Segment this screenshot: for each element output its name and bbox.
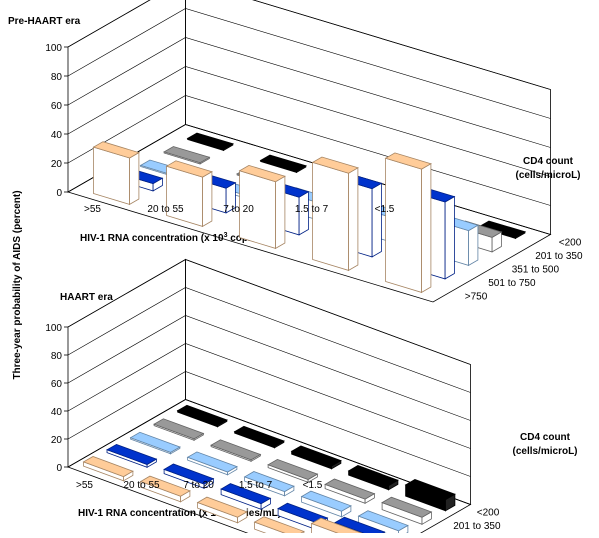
cd4-title-line2: (cells/microL)	[512, 446, 577, 457]
bar-side-face	[445, 197, 454, 279]
bar-side-face	[422, 164, 431, 293]
cd4-title-line1: CD4 count	[520, 432, 571, 443]
bar	[292, 446, 341, 469]
bar-side-face	[469, 225, 478, 265]
y-tick-label: <200	[559, 237, 582, 248]
bar	[167, 161, 212, 227]
bar	[261, 155, 306, 172]
z-tick-label: 80	[51, 351, 63, 362]
y-tick-label: 201 to 350	[453, 521, 501, 532]
y-tick-label: 201 to 350	[535, 251, 583, 262]
x-tick-label: <1.5	[375, 204, 395, 215]
x-tick-label: 7 to 20	[183, 480, 214, 491]
z-tick-label: 100	[45, 43, 62, 54]
bar	[235, 426, 284, 448]
panel-haart: HAART era HIV-1 RNA concentration (x 103…	[45, 260, 577, 534]
panel-pre-haart: Pre-HAART era HIV-1 RNA concentration (x…	[8, 0, 583, 302]
rna-axis-title: HIV-1 RNA concentration (x 103 copies/mL…	[78, 507, 281, 519]
z-tick-label: 80	[51, 72, 63, 83]
z-tick-label: 20	[51, 159, 63, 170]
z-tick-label: 0	[56, 463, 62, 474]
panel-title: Pre-HAART era	[8, 16, 81, 27]
bar	[131, 432, 180, 454]
z-tick-label: 20	[51, 435, 63, 446]
bar-top-face	[154, 419, 203, 439]
x-tick-label: 1.5 to 7	[295, 204, 329, 215]
z-tick-label: 0	[56, 188, 62, 199]
bar	[154, 419, 203, 441]
x-tick-label: >55	[76, 480, 93, 491]
side-wall	[68, 260, 186, 468]
z-tick-label: 100	[45, 323, 62, 334]
x-tick-label: >55	[84, 204, 101, 215]
bar	[107, 444, 156, 467]
x-tick-label: 20 to 55	[123, 480, 160, 491]
bar-side-face	[349, 168, 358, 271]
bar	[268, 459, 317, 482]
bar-side-face	[203, 172, 212, 227]
bar	[84, 457, 133, 481]
x-tick-label: 7 to 20	[223, 204, 254, 215]
y-tick-label: <200	[477, 507, 500, 518]
bar	[349, 466, 398, 490]
z-tick-label: 40	[51, 130, 63, 141]
bar-top-face	[235, 426, 284, 446]
panel-title: HAART era	[60, 292, 113, 303]
gridline	[68, 0, 551, 90]
bar-front-face	[313, 162, 349, 270]
bar-front-face	[386, 158, 422, 292]
bar-top-face	[211, 440, 260, 460]
z-tick-label: 40	[51, 407, 63, 418]
z-tick-label: 60	[51, 379, 63, 390]
bar-side-face	[372, 183, 381, 257]
bar	[94, 142, 139, 205]
bar	[188, 452, 237, 475]
bar-side-face	[276, 176, 285, 248]
x-tick-label: 20 to 55	[147, 204, 184, 215]
bar	[188, 133, 233, 150]
y-axis-label: Three-year probability of AIDS (percent)	[12, 190, 23, 379]
x-tick-label: 1.5 to 7	[239, 480, 273, 491]
bar-top-face	[178, 405, 227, 425]
y-tick-label: 351 to 500	[512, 264, 560, 275]
x-tick-label: <1.5	[303, 480, 323, 491]
bar	[211, 440, 260, 462]
bar	[164, 147, 209, 164]
y-tick-label: >750	[465, 291, 488, 302]
z-tick-label: 60	[51, 101, 63, 112]
bar-side-face	[130, 153, 139, 205]
bar	[386, 153, 431, 293]
cd4-title-line1: CD4 count	[523, 156, 574, 167]
bar	[178, 405, 227, 427]
y-tick-label: 501 to 750	[488, 278, 536, 289]
gridline	[68, 288, 471, 393]
gridline	[68, 316, 471, 421]
bar-top-face	[131, 432, 180, 452]
